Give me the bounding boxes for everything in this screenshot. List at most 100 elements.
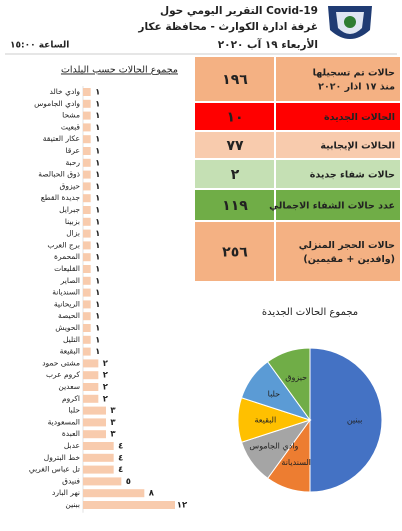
bar-value-label: ٣	[110, 418, 116, 428]
bar-category-label: الحيصة	[58, 311, 80, 320]
bar-value-label: ٢	[103, 359, 109, 369]
bar-category-label: وادي الجاموس	[34, 99, 80, 108]
bar-category-label: برج العرب	[47, 240, 80, 249]
bar-value-label: ١	[95, 123, 100, 133]
header-date: الأربعاء ١٩ آب ٢٠٢٠	[218, 38, 318, 51]
bar	[83, 288, 91, 297]
bar	[83, 300, 91, 309]
stat-label-cell	[276, 222, 400, 281]
bar-value-label: ١	[95, 170, 100, 180]
bar-value-label: ١	[95, 276, 100, 286]
stat-label-cell	[276, 132, 400, 158]
bar-category-label: المسعودية	[48, 417, 80, 426]
bar-value-label: ١	[95, 206, 100, 216]
bar	[83, 501, 175, 509]
bar-category-label: التليل	[63, 335, 80, 344]
bar-value-label: ١	[95, 147, 100, 157]
bar	[83, 217, 91, 226]
stat-value: ١٠	[226, 110, 243, 126]
bar	[83, 394, 99, 403]
pie-label: البقيعة	[255, 416, 277, 425]
stat-value-cell	[195, 160, 274, 188]
stat-value-cell	[195, 132, 274, 158]
bar	[83, 253, 91, 262]
bar-category-label: حلبا	[68, 406, 80, 415]
bar-value-label: ٤	[118, 453, 123, 463]
bar-category-label: حيزوق	[60, 181, 81, 190]
bar	[83, 347, 91, 356]
bar-value-label: ١	[95, 324, 100, 334]
bar-value-label: ٣	[110, 430, 116, 440]
bar-category-label: الصاير	[60, 276, 80, 285]
bar-value-label: ٢	[103, 383, 109, 393]
bar	[83, 453, 114, 462]
bar	[83, 406, 106, 415]
bar-value-label: ٢	[103, 371, 109, 381]
stat-label-cell	[276, 57, 400, 101]
stat-value-cell	[195, 103, 274, 130]
bar-value-label: ١	[95, 99, 100, 109]
bar-value-label: ١	[95, 88, 100, 98]
bar	[83, 465, 114, 474]
bar-value-label: ١٢	[177, 501, 188, 511]
bar	[83, 477, 122, 486]
bar	[83, 418, 106, 427]
bar-category-label: قبعيت	[61, 122, 81, 131]
bar-category-label: رحبة	[65, 158, 80, 167]
bar-value-label: ١	[95, 158, 100, 168]
bar	[83, 206, 91, 214]
stat-label: منذ ١٧ اذار ٢٠٢٠	[318, 82, 395, 93]
stat-value: ١٩٦	[222, 72, 248, 88]
header-title: التقرير اليومي حول Covid-19	[160, 5, 318, 17]
bar	[83, 265, 91, 273]
bar	[83, 111, 91, 120]
stat-label-cell	[276, 160, 400, 188]
bar-value-label: ١	[95, 347, 100, 357]
stat-value: ٢	[231, 167, 240, 183]
bar-category-label: ذوق الحبالصة	[38, 170, 80, 179]
bar	[83, 276, 91, 285]
bar-category-label: عدبل	[64, 441, 80, 450]
bar-category-label: فنيدق	[62, 476, 80, 485]
bar-category-label: الحويش	[55, 323, 80, 332]
pie-label: حلبا	[268, 389, 281, 398]
bar	[83, 383, 99, 391]
pie-label: حيزوق	[285, 373, 307, 382]
stat-label: (وافدين + مقيمين)	[303, 254, 395, 265]
header-subtitle: غرفة ادارة الكوارث - محافظة عكار	[137, 21, 318, 33]
bar-category-label: العبدة	[62, 429, 80, 438]
bar-value-label: ١	[95, 288, 100, 298]
stat-label: الحالات الإيجابية	[320, 141, 395, 152]
pie-label: ببنين	[347, 416, 363, 425]
bar-category-label: اكروم	[62, 394, 80, 403]
bar	[83, 430, 106, 439]
bar-value-label: ١	[95, 229, 100, 239]
bar-value-label: ١	[95, 312, 100, 322]
stat-value: ٧٧	[226, 138, 244, 154]
pie-title: مجموع الحالات الجديدة	[262, 307, 358, 318]
bar-category-label: جبرايل	[59, 205, 80, 214]
bar-category-label: سعدين	[58, 382, 80, 391]
bar-category-label: تل عباس الغربي	[29, 465, 80, 474]
bar-value-label: ١	[95, 335, 100, 345]
bar-category-label: المحمرة	[54, 252, 80, 261]
bar-category-label: ببنين	[65, 500, 80, 509]
pie-label: وادي الجاموس	[249, 442, 298, 451]
stat-label-cell	[276, 103, 400, 130]
bar-value-label: ٥	[126, 477, 131, 487]
stat-value-cell	[195, 57, 274, 101]
bar-category-label: بزبينا	[65, 217, 80, 226]
bar	[83, 312, 91, 321]
bar	[83, 229, 91, 238]
bar-category-label: مشتى حمود	[42, 358, 80, 367]
pie-label: السنديانة	[281, 458, 311, 467]
bar-category-label: عكار العتيقة	[43, 134, 80, 143]
bar-value-label: ٨	[149, 489, 155, 499]
bar-value-label: ١	[95, 111, 100, 121]
bar-category-label: السنديانة	[52, 288, 80, 297]
bar	[83, 371, 99, 380]
bar-category-label: وادي خالد	[50, 87, 81, 96]
bar-value-label: ١	[95, 194, 100, 204]
bar	[83, 158, 91, 167]
bar-category-label: مشحا	[62, 111, 80, 120]
